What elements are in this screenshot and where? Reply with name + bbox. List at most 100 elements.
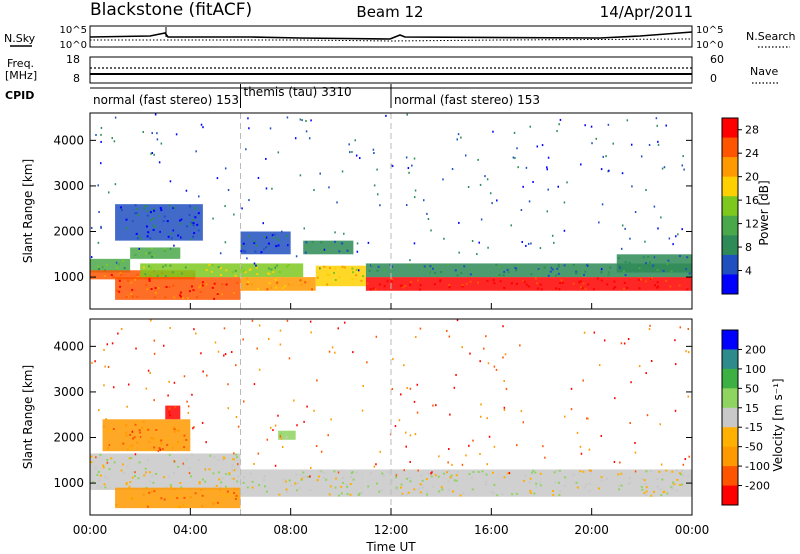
heatmap-cell bbox=[103, 275, 106, 278]
heatmap-cell bbox=[157, 287, 160, 290]
heatmap-cell bbox=[295, 489, 298, 492]
heatmap-cell bbox=[357, 493, 360, 496]
heatmap-speckle bbox=[135, 347, 137, 350]
heatmap-cell bbox=[432, 485, 435, 488]
heatmap-cell bbox=[433, 283, 436, 286]
heatmap-cell bbox=[265, 246, 268, 249]
heatmap-speckle bbox=[251, 319, 254, 322]
heatmap-speckle bbox=[588, 448, 591, 451]
heatmap-cell bbox=[163, 249, 166, 252]
heatmap-cell bbox=[652, 264, 655, 267]
heatmap-cell bbox=[496, 494, 499, 497]
heatmap-speckle bbox=[293, 399, 295, 402]
heatmap-speckle bbox=[655, 117, 658, 120]
heatmap-speckle bbox=[582, 379, 584, 382]
heatmap-speckle bbox=[674, 409, 677, 412]
heatmap-speckle bbox=[351, 150, 353, 153]
heatmap-speckle bbox=[287, 244, 289, 247]
heatmap-cell bbox=[287, 283, 290, 286]
heatmap-cell bbox=[147, 428, 150, 431]
heatmap-cell bbox=[316, 276, 319, 279]
heatmap-speckle bbox=[407, 167, 410, 170]
heatmap-cell bbox=[131, 288, 134, 291]
heatmap-cell bbox=[228, 473, 231, 476]
heatmap-speckle bbox=[224, 353, 227, 356]
heatmap-cell bbox=[564, 476, 567, 479]
heatmap-speckle bbox=[595, 137, 597, 140]
heatmap-cell bbox=[558, 288, 561, 291]
heatmap-cell bbox=[138, 248, 141, 251]
heatmap-cell bbox=[178, 506, 181, 509]
heatmap-speckle bbox=[367, 241, 370, 244]
heatmap-cell bbox=[126, 465, 129, 468]
heatmap-cell bbox=[235, 494, 238, 497]
heatmap-cell bbox=[177, 441, 180, 444]
heatmap-speckle bbox=[580, 163, 582, 166]
heatmap-cell bbox=[267, 272, 270, 275]
heatmap-cell bbox=[154, 225, 157, 228]
heatmap-speckle bbox=[262, 222, 265, 225]
heatmap-cell bbox=[158, 447, 161, 450]
heatmap-cell bbox=[463, 265, 466, 268]
heatmap-speckle bbox=[660, 216, 662, 219]
heatmap-cell bbox=[376, 269, 379, 272]
heatmap-cell bbox=[162, 220, 165, 223]
heatmap-speckle bbox=[584, 124, 586, 127]
heatmap-cell bbox=[225, 283, 228, 286]
heatmap-speckle bbox=[281, 230, 283, 233]
heatmap-speckle bbox=[319, 267, 321, 270]
heatmap-cell bbox=[275, 286, 278, 289]
heatmap-cell bbox=[134, 278, 137, 281]
heatmap-speckle bbox=[235, 364, 237, 367]
heatmap-cell bbox=[613, 280, 616, 283]
heatmap-cell bbox=[131, 437, 134, 440]
heatmap-speckle bbox=[587, 417, 589, 420]
colorbar-tick-label: 100 bbox=[745, 363, 766, 376]
heatmap-speckle bbox=[158, 161, 161, 164]
heatmap-cell bbox=[150, 287, 153, 290]
heatmap-speckle bbox=[253, 262, 256, 265]
x-tick-label: 08:00 bbox=[273, 523, 308, 537]
heatmap-speckle bbox=[624, 227, 626, 230]
heatmap-cell bbox=[628, 476, 631, 479]
heatmap-cell bbox=[527, 285, 530, 288]
heatmap-speckle bbox=[90, 226, 93, 229]
heatmap-speckle bbox=[579, 445, 582, 448]
heatmap-speckle bbox=[413, 157, 416, 160]
heatmap-cell bbox=[658, 470, 661, 473]
heatmap-cell bbox=[210, 270, 213, 273]
heatmap-speckle bbox=[138, 235, 141, 238]
heatmap-cell bbox=[276, 264, 279, 267]
heatmap-cell bbox=[437, 475, 440, 478]
heatmap-cell bbox=[170, 237, 173, 240]
noise-tick-right-top: 10^5 bbox=[696, 25, 723, 36]
heatmap-speckle bbox=[253, 462, 255, 465]
heatmap-speckle bbox=[455, 373, 457, 376]
heatmap-cell bbox=[145, 283, 148, 286]
heatmap-cell bbox=[183, 489, 186, 492]
heatmap-speckle bbox=[672, 243, 674, 246]
time-axis: 00:00 04:00 08:00 12:00 16:00 20:00 00:00 bbox=[73, 303, 710, 537]
heatmap-cell bbox=[199, 291, 202, 294]
x-tick-label: 00:00 bbox=[675, 523, 710, 537]
colorbar-tick-label: -50 bbox=[745, 441, 763, 454]
heatmap-cell bbox=[395, 488, 398, 491]
heatmap-cell bbox=[185, 438, 188, 441]
heatmap-speckle bbox=[471, 240, 474, 243]
heatmap-cell bbox=[525, 283, 528, 286]
heatmap-speckle bbox=[295, 255, 298, 258]
heatmap-speckle bbox=[202, 126, 204, 129]
heatmap-cell bbox=[316, 479, 319, 482]
heatmap-cell bbox=[673, 483, 676, 486]
heatmap-cell bbox=[539, 484, 542, 487]
heatmap-speckle bbox=[607, 123, 610, 126]
power-panel: 1000 2000 3000 4000 Slant Range [km] 4 8 12 16… bbox=[21, 112, 771, 310]
heatmap-cell bbox=[286, 490, 289, 493]
heatmap-cell bbox=[108, 487, 111, 490]
heatmap-speckle bbox=[547, 188, 549, 191]
heatmap-cell bbox=[380, 489, 383, 492]
heatmap-cell bbox=[120, 469, 123, 472]
heatmap-cell bbox=[246, 277, 249, 280]
heatmap-cell bbox=[166, 220, 169, 223]
heatmap-cell bbox=[148, 471, 151, 474]
